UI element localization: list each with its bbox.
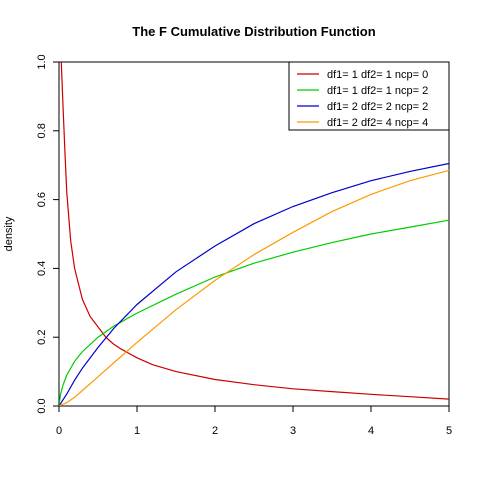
legend-label-2: df1= 1 df2= 1 ncp= 2 <box>327 85 428 97</box>
plot-frame <box>58 61 450 407</box>
x-tick-label: 4 <box>368 425 374 437</box>
legend-box <box>288 61 450 131</box>
y-tick-label: 0.0 <box>36 398 48 413</box>
x-tick-label: 5 <box>446 425 452 437</box>
y-tick-label: 1.0 <box>36 54 48 69</box>
x-tick-label: 1 <box>134 425 140 437</box>
series-line-2 <box>59 219 449 406</box>
axes: 0 1 2 3 4 5 0.0 0.2 0.4 0.6 0.8 1.0 <box>36 54 452 437</box>
y-axis-label: density <box>3 216 15 251</box>
x-tick-label: 0 <box>56 425 62 437</box>
series-line-3 <box>59 162 449 406</box>
x-tick-label: 3 <box>290 425 296 437</box>
y-tick-label: 0.2 <box>36 330 48 345</box>
x-tick-label: 2 <box>212 425 218 437</box>
legend-label-3: df1= 2 df2= 2 ncp= 2 <box>327 101 428 113</box>
y-tick-label: 0.6 <box>36 192 48 207</box>
series-line-1 <box>60 62 449 400</box>
legend-label-4: df1= 2 df2= 4 ncp= 4 <box>327 117 428 129</box>
y-tick-label: 0.8 <box>36 123 48 138</box>
series-line-4 <box>59 169 449 406</box>
chart-title: The F Cumulative Distribution Function <box>132 24 375 39</box>
plot-lines <box>59 62 449 406</box>
y-tick-label: 0.4 <box>36 261 48 276</box>
legend-label-1: df1= 1 df2= 1 ncp= 0 <box>327 69 428 81</box>
legend: df1= 1 df2= 1 ncp= 0 df1= 1 df2= 1 ncp= 2… <box>288 61 450 131</box>
